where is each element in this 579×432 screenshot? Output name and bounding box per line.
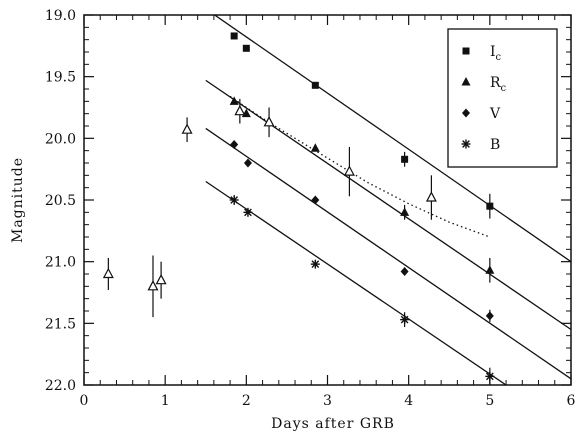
point-rc_open — [263, 116, 275, 127]
y-tick-label: 22.0 — [45, 378, 76, 394]
point-ic — [242, 44, 250, 52]
legend-marker-i — [462, 47, 470, 55]
point-rc_open — [343, 165, 355, 176]
y-tick-label: 20.5 — [45, 193, 76, 209]
point-ic — [230, 32, 238, 40]
y-axis-label: Magnitude — [10, 157, 26, 243]
x-tick-label: 5 — [485, 393, 494, 409]
point-v — [485, 311, 494, 321]
point-v — [230, 140, 239, 149]
x-tick-label: 1 — [161, 393, 170, 409]
x-tick-label: 2 — [242, 393, 251, 409]
legend-label-b: B — [490, 137, 500, 153]
point-b — [229, 195, 239, 205]
point-b — [243, 207, 253, 217]
y-tick-label: 21.0 — [45, 255, 76, 271]
fit-line-b — [205, 180, 507, 385]
point-rc_open — [102, 267, 114, 279]
x-axis-ticks: 0 1 2 3 4 5 6 — [80, 15, 576, 409]
x-tick-label: 6 — [567, 393, 576, 409]
y-tick-label: 19.5 — [45, 70, 76, 86]
y-axis-ticks: 19.0 19.5 20.0 20.5 21.0 21.5 22.0 — [45, 8, 571, 394]
fit-line-v — [205, 127, 571, 380]
point-v — [311, 195, 320, 205]
legend-label-v: V — [489, 106, 501, 122]
point-b — [310, 259, 320, 269]
point-rc_open — [425, 191, 437, 202]
point-ic — [311, 81, 319, 89]
y-tick-label: 20.0 — [45, 131, 76, 147]
legend-label-i: Ic — [490, 44, 502, 63]
point-v — [243, 158, 252, 168]
data-markers — [102, 32, 495, 385]
legend-marker-r — [461, 77, 471, 86]
point-b — [400, 315, 410, 325]
y-tick-label: 21.5 — [45, 316, 76, 332]
point-rc_open — [155, 273, 167, 285]
point-v — [400, 267, 409, 277]
point-rc — [229, 96, 239, 105]
x-axis-label: Days after GRB — [271, 416, 395, 432]
legend-marker-v — [462, 108, 470, 118]
point-rc_open — [147, 280, 159, 291]
point-rc_open — [181, 123, 193, 134]
x-tick-label: 0 — [80, 393, 89, 409]
fit-line-ic — [213, 15, 571, 263]
point-rc — [310, 143, 320, 152]
point-ic — [401, 155, 409, 163]
point-rc — [485, 265, 495, 274]
legend-marker-b — [461, 139, 471, 149]
x-tick-label: 3 — [323, 393, 332, 409]
point-ic — [486, 202, 494, 210]
y-tick-label: 19.0 — [45, 8, 76, 24]
x-tick-label: 4 — [404, 393, 413, 409]
point-rc_open — [234, 104, 246, 116]
point-rc — [400, 207, 410, 216]
